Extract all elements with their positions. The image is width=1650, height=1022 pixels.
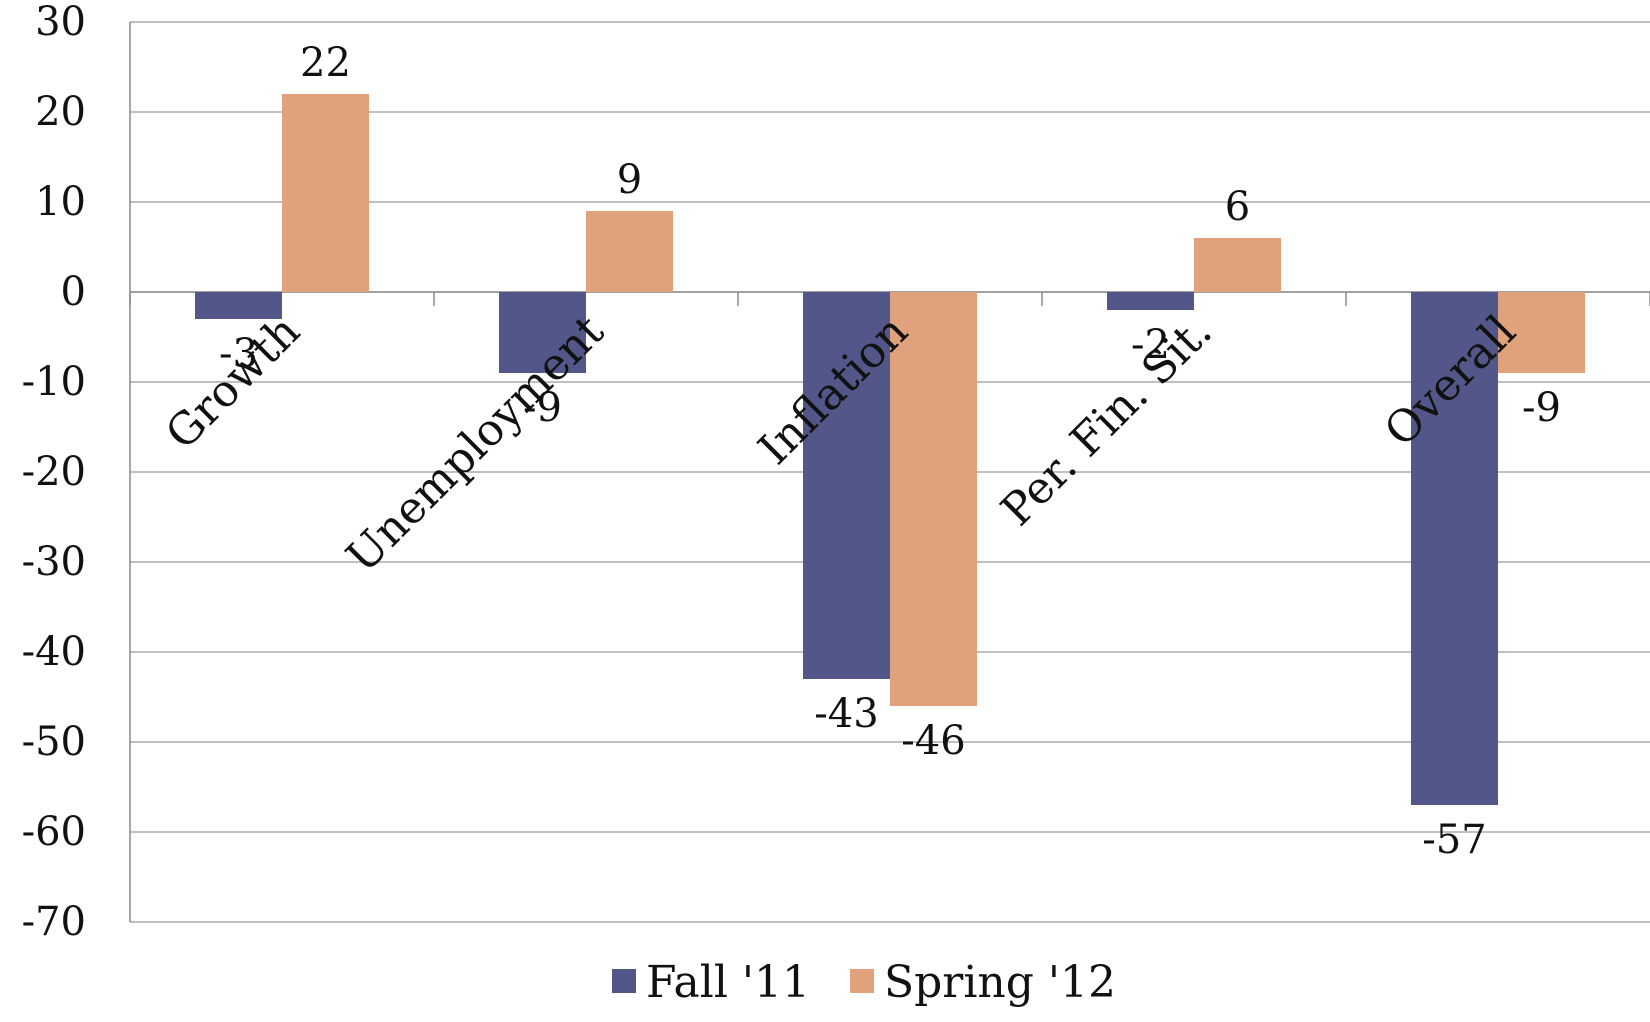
y-tick-label: 20 <box>35 89 86 135</box>
y-tick-label: -50 <box>22 719 86 765</box>
bar <box>195 292 282 319</box>
bar <box>282 94 369 292</box>
legend-label: Spring '12 <box>884 957 1116 1008</box>
y-axis-tick-labels: 30 20 10 0 -10 -20 -30 -40 -50 -60 -70 <box>22 0 86 945</box>
bar <box>1107 292 1194 310</box>
bar <box>803 292 890 679</box>
bar <box>1194 238 1281 292</box>
data-label: 9 <box>617 157 642 203</box>
data-label: 22 <box>300 40 351 86</box>
data-label: 6 <box>1225 184 1250 230</box>
legend-swatch <box>612 969 636 993</box>
legend-swatch <box>850 969 874 993</box>
bar <box>890 292 977 706</box>
data-label: -46 <box>901 718 965 764</box>
data-label: -2 <box>1131 322 1170 368</box>
y-tick-label: 10 <box>35 179 86 225</box>
data-label: -43 <box>814 691 878 737</box>
bar <box>586 211 673 292</box>
bar <box>499 292 586 373</box>
data-label: -9 <box>1522 385 1561 431</box>
legend: Fall '11 Spring '12 <box>612 957 1116 1008</box>
y-tick-label: -40 <box>22 629 86 675</box>
y-tick-label: -60 <box>22 809 86 855</box>
data-label: -57 <box>1422 817 1486 863</box>
bar <box>1411 292 1498 805</box>
data-label: -3 <box>219 331 258 377</box>
data-label: -9 <box>523 385 562 431</box>
y-tick-label: -10 <box>22 359 86 405</box>
data-labels: -3 -9 -43 -2 -57 22 9 -46 6 -9 <box>219 40 1561 863</box>
bar <box>1498 292 1585 373</box>
legend-label: Fall '11 <box>646 957 810 1008</box>
y-tick-label: -70 <box>22 899 86 945</box>
y-tick-label: -30 <box>22 539 86 585</box>
y-tick-label: 0 <box>61 269 86 315</box>
category-label: Per. Fin. Sit. <box>992 306 1222 536</box>
y-tick-label: 30 <box>35 0 86 45</box>
bars <box>195 94 1585 805</box>
category-label: Unemployment <box>337 306 614 583</box>
category-tick-marks <box>129 292 1650 306</box>
y-tick-label: -20 <box>22 449 86 495</box>
